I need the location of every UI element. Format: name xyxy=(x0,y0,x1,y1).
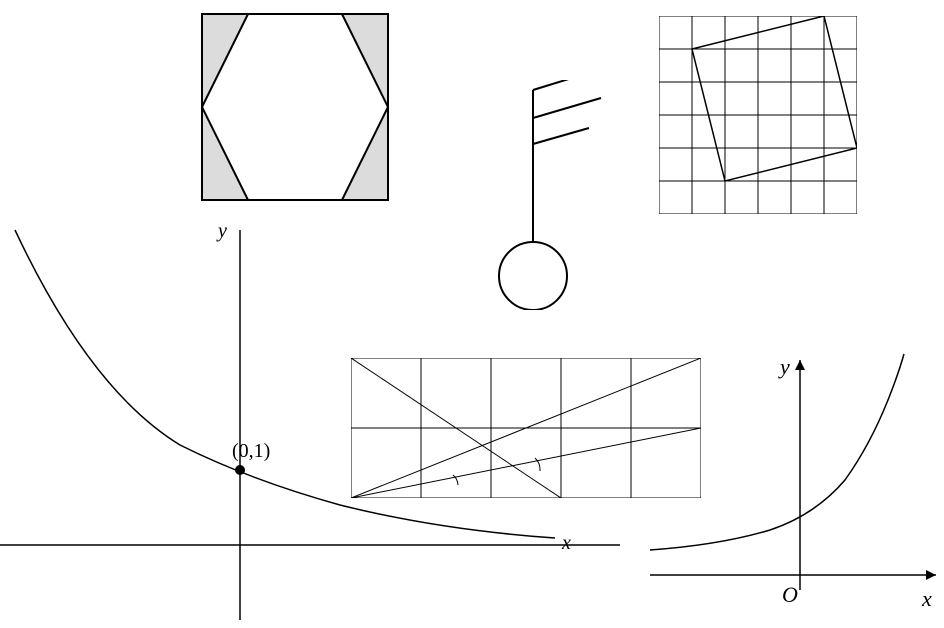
growth-y-label: y xyxy=(780,354,790,380)
grid-tilted-square xyxy=(659,16,857,214)
hexagon-in-square xyxy=(201,13,389,201)
grid-svg xyxy=(659,16,857,214)
growth-x-label: x xyxy=(922,586,932,612)
decay-point-label: (0,1) xyxy=(232,440,270,463)
decay-x-label: x xyxy=(562,532,571,555)
decay-y-label: y xyxy=(218,220,227,243)
growth-curve: y x O xyxy=(640,340,940,620)
hexagon-svg xyxy=(201,13,389,201)
growth-svg xyxy=(640,340,940,620)
growth-origin-label: O xyxy=(782,582,798,608)
